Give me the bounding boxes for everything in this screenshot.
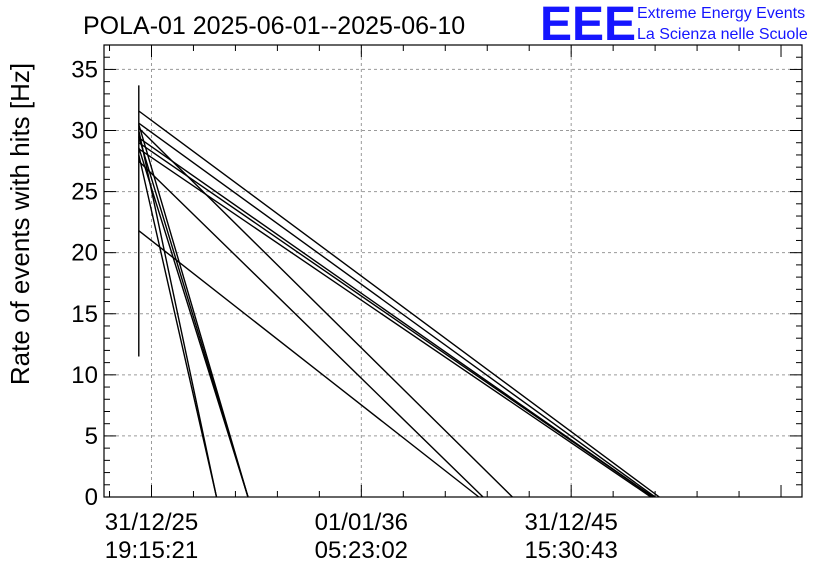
y-tick-label: 0 (85, 484, 98, 511)
chart-title: POLA-01 2025-06-01--2025-06-10 (83, 12, 465, 40)
grid (104, 45, 802, 497)
x-tick-label-date: 01/01/36 (315, 509, 408, 536)
plot-border (103, 44, 803, 498)
x-tick-label-time: 19:15:21 (105, 537, 198, 564)
y-tick-label: 25 (71, 179, 98, 206)
eee-logo: EEE Extreme Energy Events La Scienza nel… (540, 0, 808, 51)
series-line-6 (138, 127, 513, 498)
y-tick-label: 20 (71, 240, 98, 267)
x-tick-label-time: 05:23:02 (315, 537, 408, 564)
eee-logo-mark: EEE (540, 0, 636, 51)
series-line-5 (138, 148, 652, 498)
series-line-2 (138, 122, 656, 498)
series-lines (138, 85, 660, 498)
eee-logo-line2: La Scienza nelle Scuole (637, 26, 808, 43)
y-tick-label: 15 (71, 301, 98, 328)
series-line-12 (138, 130, 218, 498)
series-line-1 (138, 110, 660, 498)
y-tick-label: 35 (71, 56, 98, 83)
y-tick-label: 10 (71, 362, 98, 389)
y-axis: 0 5 10 15 20 25 30 35 (71, 44, 802, 511)
series-line-8 (138, 230, 480, 498)
x-tick-label-date: 31/12/25 (105, 509, 198, 536)
series-line-7 (138, 160, 484, 498)
eee-logo-line1: Extreme Energy Events (637, 5, 805, 22)
series-line-13 (138, 154, 218, 498)
y-tick-label: 30 (71, 118, 98, 145)
series-line-11 (138, 147, 249, 498)
series-line-4 (138, 142, 654, 498)
y-axis-label: Rate of events with hits [Hz] (5, 63, 35, 385)
x-tick-label-date: 31/12/45 (524, 509, 617, 536)
plot-frame (103, 44, 803, 498)
x-tick-label-time: 15:30:43 (524, 537, 617, 564)
y-tick-label: 5 (85, 423, 98, 450)
